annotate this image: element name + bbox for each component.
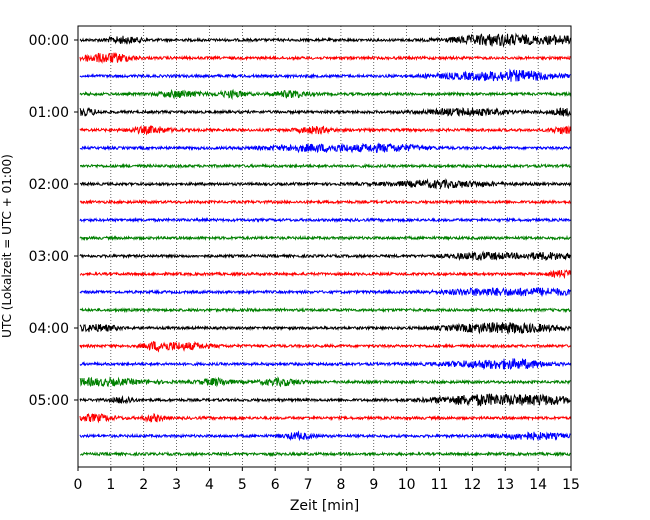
x-tick-label: 9 [369,477,378,493]
trace-group [79,32,571,458]
y-tick-label: 04:00 [29,321,69,337]
trace-line [79,106,571,118]
x-axis: 0 1 2 3 4 5 6 7 8 9 10 11 12 13 14 15 [74,467,580,493]
x-tick-label: 2 [139,477,148,493]
trace-line [79,358,571,371]
trace-line [79,52,571,64]
x-axis-label: Zeit [min] [290,498,359,514]
trace-line [79,430,571,442]
x-tick-label: 10 [398,477,416,493]
trace-line [79,450,571,458]
trace-line [79,340,571,353]
plot-frame [77,25,572,468]
trace-line [79,393,571,407]
x-tick-label: 5 [238,477,247,493]
trace-line [79,142,571,154]
trace-line [80,162,571,170]
trace-line [79,88,571,101]
x-tick-label: 0 [74,477,83,493]
x-tick-label: 1 [106,477,115,493]
y-tick-label: 03:00 [29,249,69,265]
trace-line [79,321,571,335]
trace-line [79,269,571,280]
x-tick-label: 14 [529,477,547,493]
y-axis: 00:00 01:00 02:00 03:00 04:00 05:00 [29,33,78,409]
trace-line [79,178,571,190]
x-tick-label: 7 [304,477,313,493]
trace-line [79,68,571,82]
y-tick-label: 05:00 [29,393,69,409]
x-tick-label: 13 [496,477,514,493]
trace-line [79,125,571,136]
y-tick-label: 01:00 [29,105,69,121]
plot-background [78,26,571,467]
trace-line [79,376,571,388]
y-axis-label: UTC (Lokalzeit = UTC + 01:00) [0,154,14,338]
y-tick-label: 00:00 [29,33,69,49]
x-tick-label: 8 [336,477,345,493]
trace-line [79,412,571,424]
x-tick-label: 4 [205,477,214,493]
trace-line [79,198,571,206]
x-tick-label: 3 [172,477,181,493]
trace-line [79,216,571,224]
trace-line [79,250,571,262]
y-tick-label: 02:00 [29,177,69,193]
trace-line [79,287,571,297]
trace-line [79,306,571,314]
trace-line [79,32,571,48]
x-tick-label: 15 [562,477,580,493]
x-tick-label: 6 [271,477,280,493]
x-tick-label: 11 [431,477,449,493]
x-tick-label: 12 [463,477,481,493]
trace-line [79,234,571,242]
